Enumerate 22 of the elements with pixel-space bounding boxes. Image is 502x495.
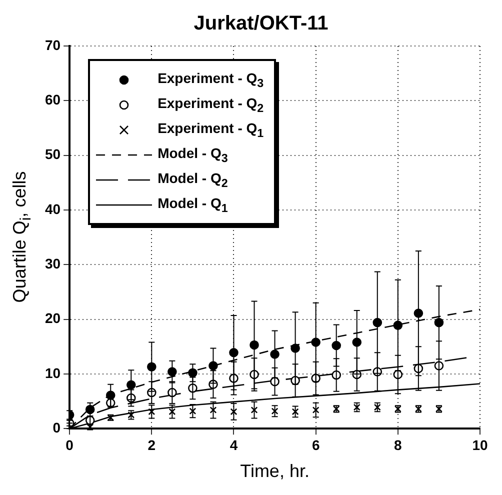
y-tick-label: 50 — [44, 146, 61, 162]
x-tick-label: 0 — [66, 436, 74, 453]
x-tick-label: 10 — [472, 436, 488, 453]
legend-label: Model - Q$_{1}$ — [158, 194, 228, 214]
x-tick-label: 8 — [394, 436, 402, 453]
y-tick-label: 10 — [44, 364, 61, 381]
legend-label: Experiment - Q$_{1}$ — [158, 120, 264, 140]
x-tick-label: 2 — [148, 436, 156, 453]
x-tick-label: 6 — [312, 436, 320, 453]
y-tick-label: 60 — [44, 92, 61, 108]
x-tick-label: 4 — [230, 436, 238, 453]
legend-label: Model - Q$_{2}$ — [158, 170, 228, 190]
chart-title: Jurkat/OKT-11 — [194, 12, 328, 35]
y-tick-label: 0 — [52, 419, 61, 436]
legend-label: Model - Q$_{3}$ — [158, 144, 228, 164]
y-tick-label: 20 — [44, 310, 61, 326]
legend-label: Experiment - Q$_{2}$ — [158, 94, 264, 114]
legend-label: Experiment - Q$_{3}$ — [158, 70, 264, 90]
y-tick-label: 70 — [44, 36, 61, 53]
x-axis-title: Time, hr. — [240, 461, 310, 482]
y-tick-label: 30 — [44, 255, 61, 272]
y-tick-label: 40 — [44, 200, 61, 217]
